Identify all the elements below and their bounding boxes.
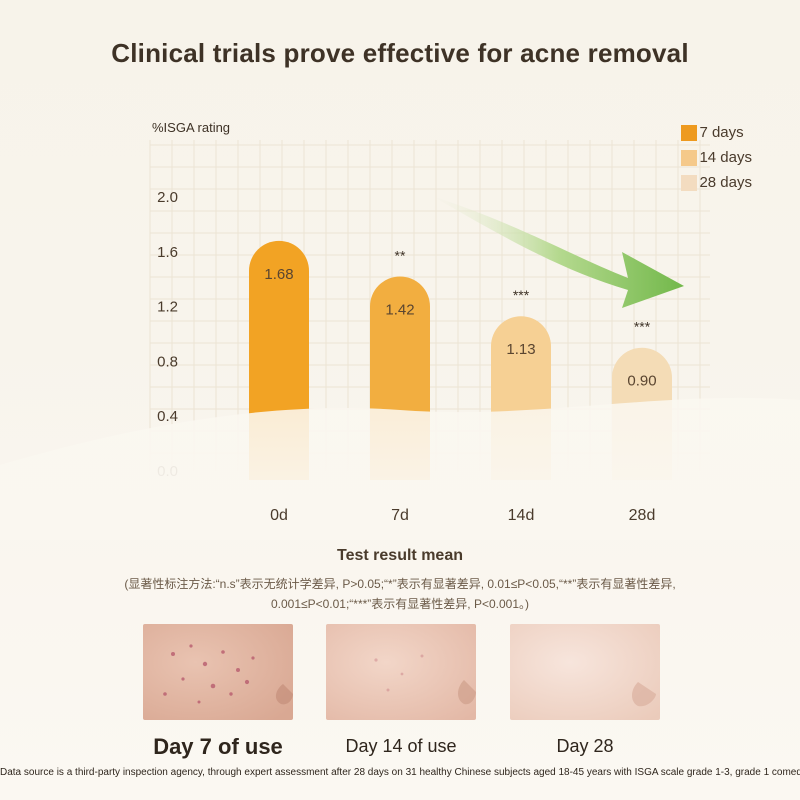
bar-value-label: 1.13	[506, 341, 535, 358]
significance-mark: ***	[513, 287, 530, 303]
note-line-1: (显著性标注方法:“n.s”表示无统计学差异, P>0.05;“*”表示有显著差…	[124, 577, 676, 591]
decorative-wave	[0, 397, 800, 540]
bar-chart: %ISGA rating 0.00.40.81.21.62.0 1.681.42…	[0, 120, 800, 540]
legend-swatch	[681, 124, 698, 141]
bar-value-label: 1.68	[264, 266, 293, 283]
page-title: Clinical trials prove effective for acne…	[111, 38, 689, 68]
bar-value-labels: 1.68 1.42 ** 1.13 *** 0.90 ***	[264, 247, 656, 389]
legend-item-7-days: 7 days	[681, 120, 752, 145]
legend-label: 7 days	[699, 124, 744, 141]
trend-arrow-icon	[432, 196, 684, 308]
bar-value-label: 1.42	[385, 301, 414, 318]
x-ticks: 0d 7d 14d 28d	[270, 507, 655, 524]
y-tick-label: 0.4	[157, 408, 178, 425]
photo-label-day-14: Day 14 of use	[345, 736, 457, 756]
skin-photo-day-14	[326, 624, 476, 720]
legend-label: 14 days	[699, 149, 752, 166]
legend-item-28-days: 28 days	[681, 170, 752, 195]
bar-value-label: 0.90	[627, 373, 656, 390]
x-tick-label: 28d	[629, 507, 656, 524]
photo-label-day-7: Day 7 of use	[153, 734, 283, 759]
y-tick-label: 1.2	[157, 299, 178, 316]
y-tick-label: 2.0	[157, 189, 178, 206]
significance-mark: ***	[634, 319, 651, 335]
note-line-2: 0.001≤P<0.01;“***”表示有显著性差异, P<0.001。)	[270, 597, 530, 611]
photo-label-day-28: Day 28	[556, 736, 614, 756]
data-source-footnote: Data source is a third-party inspection …	[0, 767, 800, 778]
y-tick-label: 0.8	[157, 353, 178, 370]
legend-label: 28 days	[699, 174, 752, 191]
x-tick-label: 7d	[391, 507, 409, 524]
skin-photo-day-7	[143, 624, 293, 720]
significance-mark: **	[395, 247, 406, 263]
significance-note: (显著性标注方法:“n.s”表示无统计学差异, P>0.05;“*”表示有显著差…	[60, 574, 740, 614]
legend: 7 days 14 days 28 days	[681, 120, 752, 195]
x-tick-label: 14d	[508, 507, 535, 524]
legend-item-14-days: 14 days	[681, 145, 752, 170]
skin-photo-day-28	[510, 624, 660, 720]
x-tick-label: 0d	[270, 507, 288, 524]
legend-swatch	[681, 149, 698, 166]
y-axis-label: %ISGA rating	[152, 120, 230, 135]
legend-swatch	[681, 174, 698, 191]
chart-subtitle: Test result mean	[337, 547, 463, 564]
y-tick-label: 1.6	[157, 244, 178, 261]
